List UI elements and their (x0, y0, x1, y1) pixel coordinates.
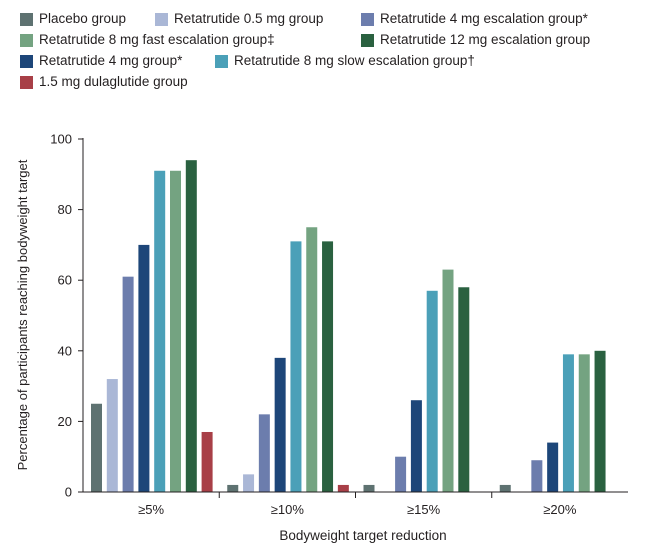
y-tick-label: 80 (58, 202, 72, 217)
legend-label-reta-4mg: Retatrutide 4 mg group* (39, 53, 183, 68)
bar (185, 160, 197, 492)
bar (578, 354, 590, 492)
bar (442, 269, 454, 492)
legend-label-dulaglutide: 1.5 mg dulaglutide group (39, 74, 188, 89)
y-tick-label: 0 (65, 485, 72, 500)
legend-swatch-reta-0-5mg (155, 12, 168, 26)
y-axis-title: Percentage of participants reaching body… (15, 159, 30, 470)
legend-item-reta-12mg: Retatrutide 12 mg escalation group (361, 32, 590, 48)
bar (122, 276, 134, 492)
x-axis-title: Bodyweight target reduction (279, 528, 446, 543)
x-tick-label: ≥20% (543, 502, 577, 517)
y-tick-label: 20 (58, 414, 72, 429)
legend-swatch-placebo (20, 12, 33, 26)
bar (243, 474, 255, 492)
bar (426, 290, 438, 492)
chart-legend: Placebo group Retatrutide 0.5 mg group R… (0, 0, 652, 100)
bar (274, 357, 286, 492)
legend-label-reta-0-5mg: Retatrutide 0.5 mg group (174, 11, 324, 26)
bars-group (91, 160, 606, 492)
legend-item-reta-4mg: Retatrutide 4 mg group* (20, 53, 182, 69)
bar (337, 484, 349, 492)
legend-swatch-reta-4mg (20, 54, 33, 68)
bar (322, 241, 334, 492)
legend-swatch-reta-8mg-fast (20, 33, 33, 47)
bar (91, 403, 102, 492)
bar (499, 484, 511, 492)
bar (562, 354, 574, 492)
x-tick-label: ≥5% (138, 502, 164, 517)
bar (395, 456, 407, 492)
legend-swatch-reta-12mg (361, 33, 374, 47)
legend-label-reta-8mg-fast: Retatrutide 8 mg fast escalation group‡ (39, 32, 275, 47)
bar (201, 431, 213, 492)
bar (594, 350, 606, 492)
y-tick-label: 100 (50, 132, 72, 147)
bar (138, 244, 150, 492)
legend-label-reta-12mg: Retatrutide 12 mg escalation group (380, 32, 591, 47)
bar (154, 170, 166, 492)
bar (458, 287, 470, 492)
y-tick-label: 60 (58, 273, 72, 288)
x-tick-label: ≥10% (271, 502, 305, 517)
bar (306, 227, 318, 492)
bar (106, 379, 118, 492)
legend-label-reta-4mg-escalation: Retatrutide 4 mg escalation group* (380, 11, 588, 26)
legend-swatch-reta-8mg-slow (215, 54, 228, 68)
bar (227, 484, 239, 492)
legend-item-reta-0-5mg: Retatrutide 0.5 mg group (155, 11, 323, 27)
legend-item-placebo: Placebo group (20, 11, 126, 27)
x-tick-label: ≥15% (407, 502, 441, 517)
legend-item-dulaglutide: 1.5 mg dulaglutide group (20, 74, 188, 90)
y-tick-label: 40 (58, 343, 72, 358)
legend-item-reta-8mg-fast: Retatrutide 8 mg fast escalation group‡ (20, 32, 275, 48)
axes-group: ≥5% ≥10% ≥15% ≥20% 0 20 40 60 80 100 (50, 132, 628, 517)
bar (531, 460, 543, 492)
bar (363, 484, 375, 492)
legend-label-reta-8mg-slow: Retatrutide 8 mg slow escalation group† (234, 53, 475, 68)
bar (547, 442, 559, 492)
bar (170, 170, 181, 492)
legend-swatch-dulaglutide (20, 75, 33, 89)
bar (290, 241, 302, 492)
legend-item-reta-4mg-escalation: Retatrutide 4 mg escalation group* (361, 11, 588, 27)
legend-swatch-reta-4mg-escalation (361, 12, 374, 26)
bar (410, 400, 422, 492)
bar (258, 414, 270, 492)
legend-label-placebo: Placebo group (39, 11, 127, 26)
legend-item-reta-8mg-slow: Retatrutide 8 mg slow escalation group† (215, 53, 475, 69)
